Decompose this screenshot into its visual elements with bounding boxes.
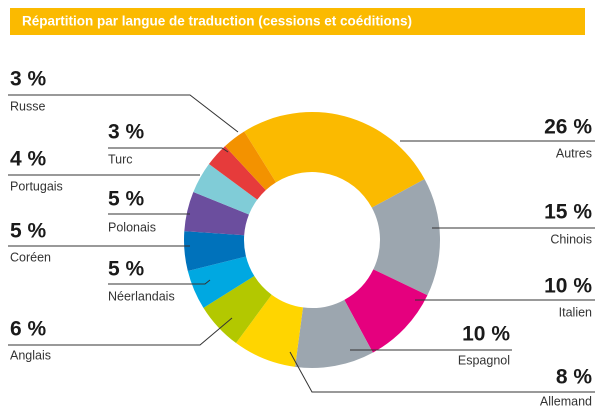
category-label: Anglais	[10, 348, 51, 362]
leader-line	[108, 279, 211, 285]
category-label: Turc	[108, 152, 133, 166]
category-label: Chinois	[550, 232, 592, 246]
donut-slice	[203, 276, 272, 344]
value-label: 3 %	[108, 121, 145, 144]
donut-slice	[193, 164, 258, 215]
value-label: 6 %	[10, 318, 47, 341]
leader-line	[289, 351, 595, 393]
leader-line	[8, 94, 239, 133]
leader-line	[108, 147, 229, 153]
category-label: Italien	[559, 305, 592, 319]
donut-slice	[295, 299, 373, 368]
category-label: Allemand	[540, 394, 592, 406]
category-label: Espagnol	[458, 353, 510, 367]
value-label: 8 %	[556, 366, 593, 389]
category-label: Néerlandais	[108, 289, 175, 303]
value-label: 5 %	[108, 188, 145, 211]
donut-slice	[184, 231, 247, 271]
category-label: Portugais	[10, 179, 63, 193]
category-label: Polonais	[108, 220, 156, 234]
donut-slice	[236, 294, 304, 367]
category-label: Russe	[10, 99, 45, 113]
value-label: 10 %	[462, 323, 510, 346]
donut-slice	[344, 269, 428, 353]
leader-line	[8, 317, 233, 346]
value-label: 4 %	[10, 148, 47, 171]
donut-slice	[208, 146, 266, 200]
category-label: Autres	[556, 146, 592, 160]
value-label: 3 %	[10, 68, 47, 91]
value-label: 5 %	[108, 258, 145, 281]
value-label: 26 %	[544, 116, 592, 139]
category-label: Coréen	[10, 250, 51, 264]
title-bar	[10, 8, 585, 35]
value-label: 15 %	[544, 201, 592, 224]
donut-slice	[187, 256, 255, 308]
donut-slice	[244, 111, 425, 208]
value-label: 5 %	[10, 220, 47, 243]
value-label: 10 %	[544, 275, 592, 298]
chart-title: Répartition par langue de traduction (ce…	[22, 14, 412, 29]
donut-slice	[371, 179, 441, 296]
donut-slice	[225, 131, 276, 191]
donut-slice	[184, 192, 249, 236]
